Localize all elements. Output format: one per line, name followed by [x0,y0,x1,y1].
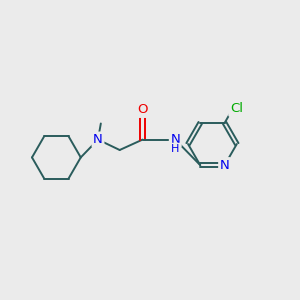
Text: N: N [170,133,180,146]
Text: H: H [171,144,179,154]
Text: N: N [93,133,103,146]
Text: N: N [220,159,230,172]
Text: Cl: Cl [230,102,243,115]
Text: O: O [137,103,148,116]
